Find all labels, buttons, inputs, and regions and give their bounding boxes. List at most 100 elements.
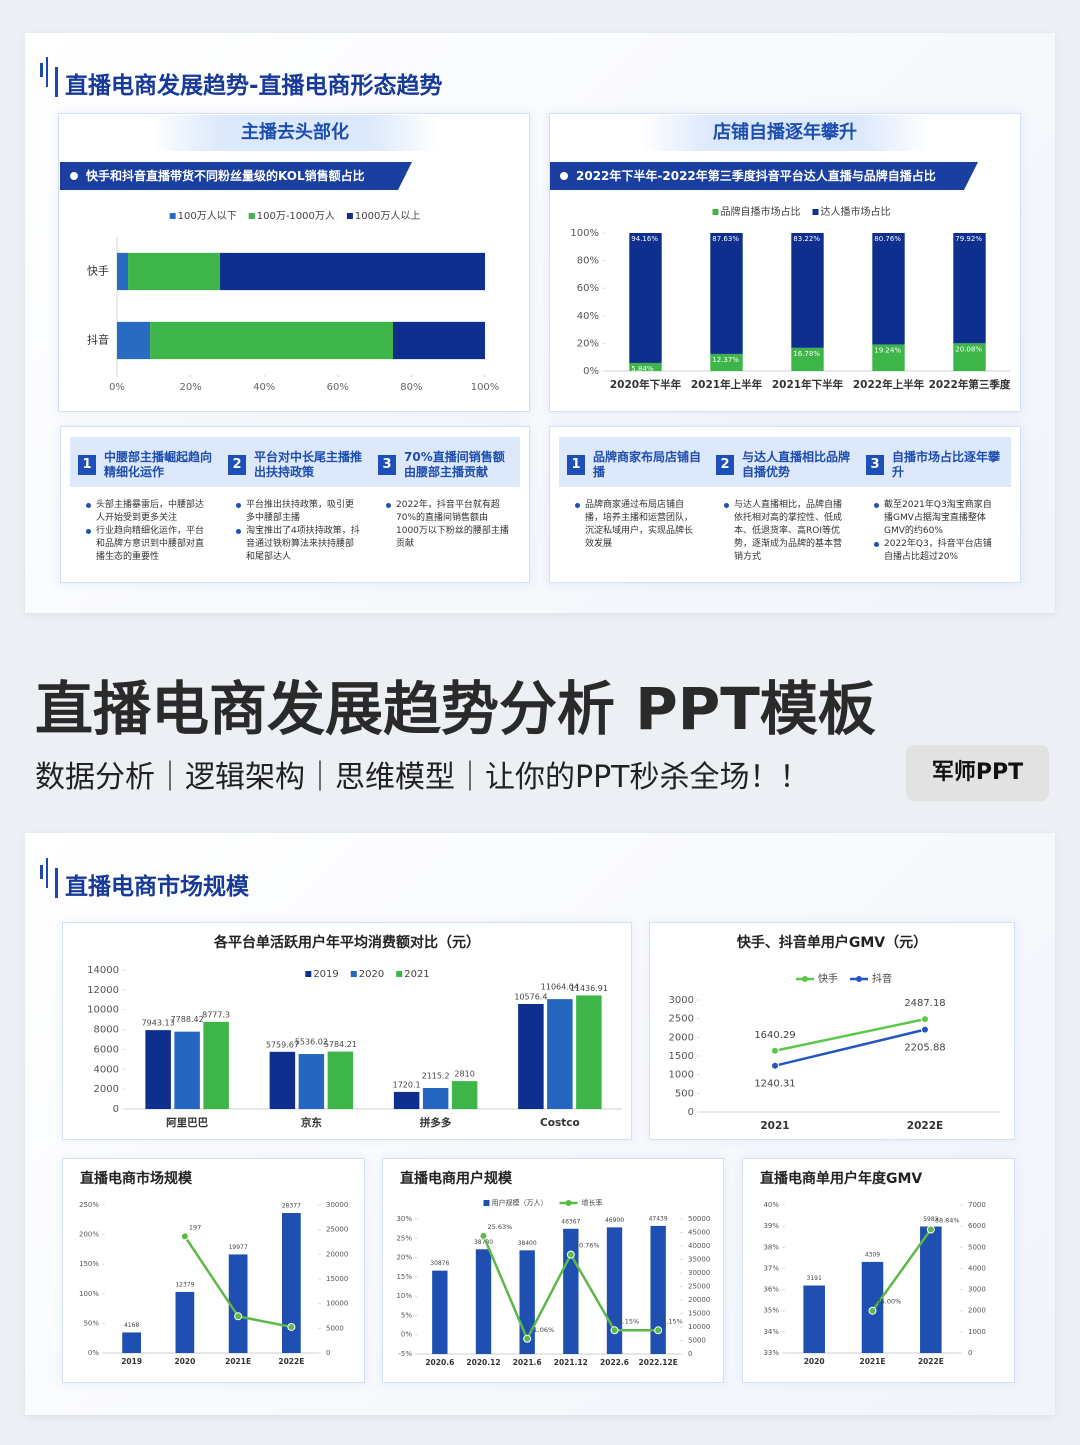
bar	[606, 1227, 623, 1354]
category-label: 拼多多	[420, 1116, 452, 1129]
category-label: 2021年上半年	[691, 378, 763, 391]
y2-tick-label: 25000	[326, 1226, 348, 1234]
data-label: -1.06%	[531, 1326, 554, 1334]
data-label: 1640.29	[754, 1030, 795, 1041]
bar	[145, 1030, 171, 1109]
panel-tab: 主播去头部化	[150, 115, 440, 151]
data-label: 5536.02	[295, 1038, 328, 1047]
bullet-list: 与达人直播相比，品牌自播依托相对高的掌控性、低成本、低退货率、高ROI等优势，逐…	[722, 499, 848, 564]
y2-tick-label: 2000	[968, 1307, 986, 1315]
y2-tick-label: 5000	[968, 1243, 986, 1251]
y2-tick-label: 50000	[688, 1215, 710, 1223]
info-strip	[70, 437, 520, 487]
line	[774, 1028, 926, 1067]
legend-label: 抖音	[872, 972, 892, 985]
y-tick-label: 150%	[79, 1260, 99, 1268]
point	[921, 1015, 929, 1024]
category-label: 2019	[121, 1357, 142, 1366]
chart-title: 快手、抖音单用户GMV（元）	[737, 934, 927, 951]
bar	[547, 999, 573, 1109]
point	[610, 1326, 619, 1335]
y-tick-label: 34%	[763, 1328, 779, 1336]
legend-marker	[802, 976, 808, 982]
bar	[518, 1003, 544, 1109]
panel-tab: 店铺自播逐年攀升	[640, 115, 930, 151]
y-tick-label: 40%	[577, 311, 599, 322]
bullet-list: 头部主播暴雷后，中腰部达人开始受到更多关注 行业趋向精细化运作，平台和品牌方意识到…	[84, 499, 210, 564]
y-tick-label: 15%	[396, 1273, 412, 1281]
bar	[650, 1225, 666, 1354]
bar	[393, 1091, 420, 1109]
data-label: 12.37%	[712, 356, 739, 364]
y-tick-label: 1000	[669, 1070, 694, 1081]
y-tick-label: -5%	[398, 1350, 412, 1358]
item-number: 1	[567, 455, 585, 475]
category-label: Costco	[540, 1117, 580, 1129]
y-tick-label: 0	[688, 1107, 694, 1118]
x-tick-label: 100%	[471, 382, 500, 393]
item-number: 3	[378, 455, 396, 475]
bar	[282, 1213, 301, 1353]
bar	[203, 1021, 229, 1109]
bullet-list: 平台推出扶持政策，吸引更多中腰部主播 淘宝推出了4项扶持政策，抖音通过铁粉算法来扶…	[234, 499, 360, 564]
y2-tick-label: 3000	[968, 1286, 986, 1294]
point	[868, 1306, 877, 1315]
chart: 直播电商单用户年度GMV 33% 34% 35% 36% 37% 38% 39% 40% 0 100…	[760, 1170, 986, 1366]
item-title: 自播市场占比逐年攀升	[892, 450, 1001, 479]
x-tick-label: 40%	[253, 382, 275, 393]
decoration	[40, 63, 43, 77]
legend-marker	[396, 971, 403, 977]
y-tick-label: 25%	[396, 1234, 412, 1242]
y-tick-label: 2000	[669, 1032, 694, 1043]
legend-marker	[856, 976, 862, 982]
bar-segment	[150, 321, 393, 360]
bar	[576, 995, 602, 1109]
item-title: 70%直播间销售额由腰部主播贡献	[404, 450, 505, 479]
data-label: 2810	[454, 1070, 474, 1079]
bar-segment	[953, 233, 986, 344]
x-tick-label: 60%	[327, 382, 349, 393]
y2-tick-label: 15000	[326, 1275, 348, 1283]
y2-tick-label: 0	[326, 1349, 330, 1357]
item-number: 2	[716, 455, 734, 475]
data-label: 2205.88	[904, 1043, 945, 1054]
data-label: 2487.18	[904, 998, 945, 1009]
data-label: 83.22%	[793, 235, 820, 243]
item-title: 品牌商家布局店铺自播	[593, 450, 702, 479]
legend-label: 1000万人以上	[355, 210, 420, 222]
bullet: 2022年Q3，抖音平台店铺自播占比超过20%	[872, 538, 998, 564]
category-label: 2022E	[918, 1357, 944, 1366]
y2-tick-label: 6000	[968, 1222, 986, 1230]
point	[479, 1231, 488, 1240]
y-tick-label: 0	[113, 1104, 119, 1115]
slide-title: 直播电商发展趋势-直播电商形态趋势	[65, 73, 443, 99]
bar	[175, 1291, 195, 1353]
y-tick-label: 12000	[87, 985, 119, 996]
item-number: 3	[866, 455, 884, 475]
bullet: 2022年，抖音平台就有超70%的直播间销售额由1000万以下粉丝的腰部主播贡献	[384, 499, 510, 551]
category-label: 2021	[760, 1120, 789, 1132]
item-number: 2	[228, 455, 246, 475]
category-label: 2022.12E	[639, 1358, 678, 1367]
legend-marker	[346, 213, 353, 219]
y2-tick-label: 1000	[968, 1328, 986, 1336]
chart: 各平台单活跃用户年平均消费额对比（元） 0 2000 4000 6000 8000 1000…	[87, 934, 622, 1129]
data-label: 7788.42	[171, 1015, 204, 1024]
y2-tick-label: 30000	[688, 1269, 710, 1277]
y-tick-label: 10000	[87, 1005, 119, 1016]
button[interactable]: 军师PPT	[906, 745, 1049, 801]
y-tick-label: 3000	[669, 995, 694, 1006]
bullet: 淘宝推出了4项扶持政策，抖音通过铁粉算法来扶持腰部和尾部达人	[234, 525, 360, 564]
data-label: 5982	[923, 1216, 938, 1223]
data-label: 38780	[474, 1239, 493, 1246]
bar-segment	[629, 362, 662, 371]
category-label: 京东	[301, 1116, 322, 1129]
y-tick-label: 200%	[79, 1231, 99, 1239]
y2-tick-label: 5000	[688, 1337, 706, 1345]
chart-card	[649, 922, 1015, 1140]
info-strip	[559, 437, 1011, 487]
banner-subtitle: 数据分析｜逻辑架构｜思维模型｜让你的PPT秒杀全场！！	[35, 760, 810, 795]
bullet: 截至2021年Q3淘宝商家自播GMV占据淘宝直播整体GMV的约60%	[872, 499, 998, 538]
bar	[920, 1226, 942, 1353]
bullet: 品牌商家通过布局店铺自播，培养主播和运营团队，沉淀私域用户，实现品牌长效发展	[573, 499, 699, 551]
